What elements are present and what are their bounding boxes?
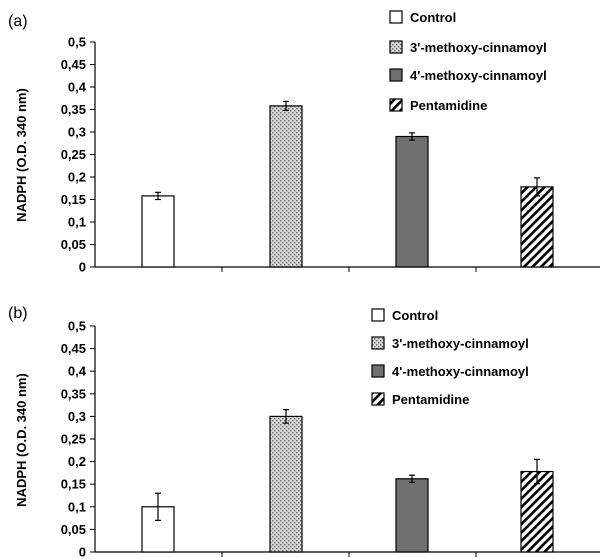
y-tick-label: 0,2	[68, 170, 86, 185]
legend-label-pentamidine: Pentamidine	[392, 392, 469, 407]
bar-methoxy4	[395, 478, 429, 553]
panel-label: (b)	[8, 305, 28, 322]
legend-swatch-methoxy4	[389, 68, 403, 82]
legend-swatch-control	[389, 10, 403, 24]
legend-swatch-methoxy3	[389, 40, 403, 54]
legend-swatch-pentamidine	[371, 392, 385, 406]
bar-methoxy3	[269, 415, 303, 553]
y-tick-label: 0,15	[61, 192, 86, 207]
y-tick-label: 0,25	[61, 147, 86, 162]
y-tick-label: 0,1	[68, 499, 86, 514]
y-tick-label: 0,45	[61, 57, 86, 72]
panel-a: (a) 0 0,05 0,1 0,15 0,2 0,25 0,3 0,35 0,4 0,45 0,5 N…	[8, 10, 600, 275]
y-tick-label: 0,05	[61, 237, 86, 252]
y-axis-label: NADPH (O.D. 340 nm)	[14, 88, 29, 222]
y-tick-label: 0,25	[61, 432, 86, 447]
legend-swatch-control	[371, 308, 385, 322]
legend-label-methoxy4: 4'-methoxy-cinnamoyl	[410, 68, 547, 83]
y-tick-label: 0,5	[68, 319, 86, 334]
y-tick-label: 0,05	[61, 522, 86, 537]
y-tick-label: 0,3	[68, 409, 86, 424]
bar-methoxy4	[395, 135, 429, 268]
y-tick-label: 0,4	[68, 80, 87, 95]
y-tick-label: 0,15	[61, 477, 86, 492]
legend-swatch-methoxy3	[371, 336, 385, 350]
bar-control	[141, 195, 175, 268]
y-tick-label: 0,1	[68, 215, 86, 230]
y-tick-label: 0	[79, 260, 86, 275]
legend-label-pentamidine: Pentamidine	[410, 98, 487, 113]
bar-methoxy3	[269, 105, 303, 268]
y-tick-label: 0,2	[68, 454, 86, 469]
legend-label-control: Control	[392, 308, 438, 323]
legend-label-methoxy3: 3'-methoxy-cinnamoyl	[410, 40, 547, 55]
y-tick-label: 0,35	[61, 102, 86, 117]
y-tick-label: 0,5	[68, 35, 86, 50]
y-tick-label: 0,4	[68, 364, 87, 379]
legend-label-control: Control	[410, 10, 456, 25]
y-tick-label: 0	[79, 545, 86, 559]
legend-label-methoxy3: 3'-methoxy-cinnamoyl	[392, 336, 529, 351]
y-tick-label: 0,3	[68, 125, 86, 140]
y-axis-label: NADPH (O.D. 340 nm)	[14, 373, 29, 507]
bar-pentamidine	[520, 186, 554, 268]
legend-label-methoxy4: 4'-methoxy-cinnamoyl	[392, 364, 529, 379]
y-tick-label: 0,35	[61, 386, 86, 401]
panel-label: (a)	[8, 13, 28, 30]
y-tick-label: 0,45	[61, 341, 86, 356]
legend-swatch-methoxy4	[371, 364, 385, 378]
panel-b: (b) 0 0,05 0,1 0,15 0,2 0,25 0,3 0,35 0,4 0,45 0,5 N…	[8, 305, 600, 559]
legend-swatch-pentamidine	[389, 98, 403, 112]
